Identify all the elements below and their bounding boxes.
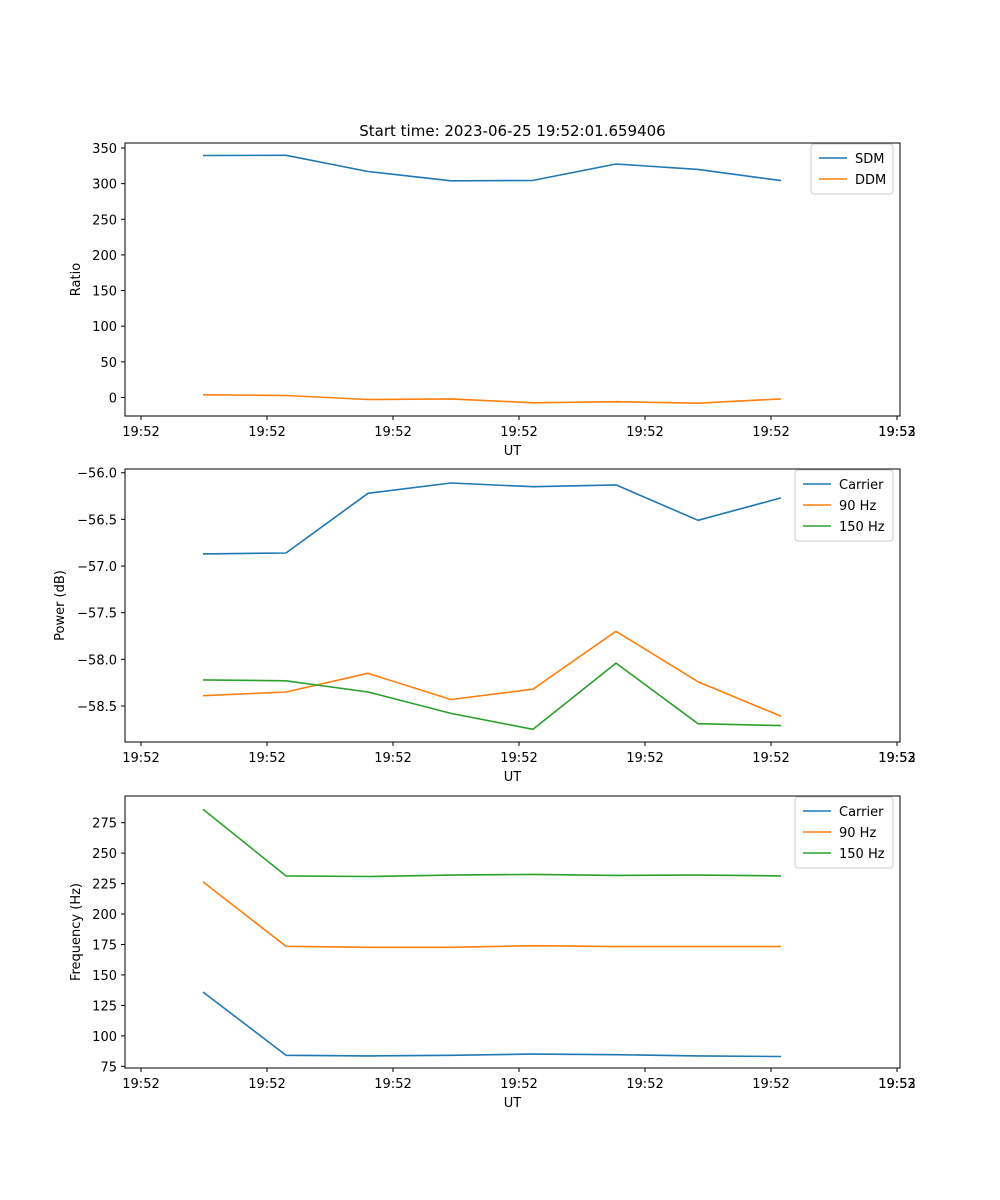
x-tick-label: 19:52 <box>374 751 411 766</box>
legend-box <box>794 796 894 869</box>
y-axis-label: Frequency (Hz) <box>69 883 84 981</box>
y-tick-label: 175 <box>92 938 117 953</box>
y-tick-label: 150 <box>92 285 117 300</box>
legend-entry: 150 Hz <box>839 847 885 862</box>
chart-title: Start time: 2023-06-25 19:52:01.659406 <box>359 122 665 140</box>
plot-area-frame <box>124 795 901 1069</box>
legend-entry: Carrier <box>839 805 884 820</box>
y-tick-label: −58.0 <box>77 653 117 668</box>
y-tick-label: 50 <box>100 356 117 371</box>
legend: Carrier 90 Hz 150 Hz <box>794 796 894 869</box>
legend-box <box>810 143 894 195</box>
y-tick-label: 350 <box>92 142 117 157</box>
y-axis-label: Ratio <box>69 263 84 296</box>
series-line-150-hz <box>202 808 782 878</box>
x-tick-label: 19:52 <box>626 751 663 766</box>
y-tick-label: −56.0 <box>77 467 117 482</box>
plot-area-frame <box>124 468 901 743</box>
y-tick-label: 225 <box>92 878 117 893</box>
y-tick-label: 200 <box>92 249 117 264</box>
y-tick-label: 250 <box>92 847 117 862</box>
legend: SDM DDM <box>810 143 894 195</box>
series-line-carrier <box>202 482 782 555</box>
series-line-ddm <box>202 394 782 405</box>
x-tick-label: 19:52 <box>626 425 663 440</box>
x-tick-label: 19:53 <box>878 751 915 766</box>
chart-panel-2: 19:52 19:52 19:52 19:52 19:52 19:52 19:5219:53… <box>53 467 916 785</box>
series-line-carrier <box>202 991 782 1058</box>
x-tick-label: 19:52 <box>752 1077 789 1092</box>
legend-entry: 150 Hz <box>839 520 885 535</box>
x-tick-label: 19:52 <box>752 751 789 766</box>
x-tick-label: 19:52 <box>248 1077 285 1092</box>
x-tick-label: 19:52 <box>752 425 789 440</box>
y-tick-label: 100 <box>92 1030 117 1045</box>
y-tick-label: 75 <box>100 1060 117 1075</box>
y-tick-label: 125 <box>92 999 117 1014</box>
chart-panel-1: 19:52 19:52 19:52 19:52 19:52 19:52 19:5219:53… <box>69 142 916 459</box>
x-tick-label: 19:52 <box>878 751 915 766</box>
legend: Carrier 90 Hz 150 Hz <box>794 469 894 542</box>
y-tick-label: 100 <box>92 320 117 335</box>
legend-entry: SDM <box>855 152 884 167</box>
x-tick-label: 19:52 <box>626 1077 663 1092</box>
series-line-90-hz <box>202 881 781 949</box>
x-tick-label: 19:52 <box>878 425 915 440</box>
x-axis-label: UT <box>504 444 522 459</box>
x-tick-label: 19:52 <box>500 425 537 440</box>
x-tick-label: 19:52 <box>248 751 285 766</box>
series-line-150-hz <box>202 662 782 731</box>
y-tick-label: −56.5 <box>77 513 117 528</box>
legend-entry: 90 Hz <box>839 826 876 841</box>
x-tick-label: 19:52 <box>500 751 537 766</box>
x-tick-label: 19:52 <box>122 425 159 440</box>
legend-box <box>794 469 894 542</box>
series-line-90-hz <box>202 630 782 717</box>
y-tick-label: 200 <box>92 908 117 923</box>
x-axis-label: UT <box>504 770 522 785</box>
plot-area-frame <box>124 142 901 417</box>
legend-entry: Carrier <box>839 478 884 493</box>
x-tick-label: 19:52 <box>878 1077 915 1092</box>
legend-entry: 90 Hz <box>839 499 876 514</box>
legend-entry: DDM <box>855 173 886 188</box>
x-tick-label: 19:52 <box>374 425 411 440</box>
y-tick-label: 300 <box>92 178 117 193</box>
chart-panel-3: 19:52 19:52 19:52 19:52 19:52 19:52 19:5219:53… <box>69 795 916 1111</box>
y-tick-label: −58.5 <box>77 700 117 715</box>
y-tick-label: −57.0 <box>77 560 117 575</box>
x-tick-label: 19:52 <box>500 1077 537 1092</box>
x-axis-label: UT <box>504 1096 522 1111</box>
y-tick-label: 150 <box>92 969 117 984</box>
x-tick-label: 19:53 <box>878 425 915 440</box>
y-tick-label: 250 <box>92 213 117 228</box>
y-tick-label: 275 <box>92 817 117 832</box>
x-tick-label: 19:52 <box>122 751 159 766</box>
y-tick-label: −57.5 <box>77 607 117 622</box>
x-tick-label: 19:52 <box>248 425 285 440</box>
x-tick-label: 19:52 <box>374 1077 411 1092</box>
y-tick-label: 0 <box>109 391 117 406</box>
series-line-sdm <box>202 154 782 182</box>
y-axis-label: Power (dB) <box>53 570 68 641</box>
x-tick-label: 19:52 <box>122 1077 159 1092</box>
x-tick-label: 19:53 <box>878 1077 915 1092</box>
